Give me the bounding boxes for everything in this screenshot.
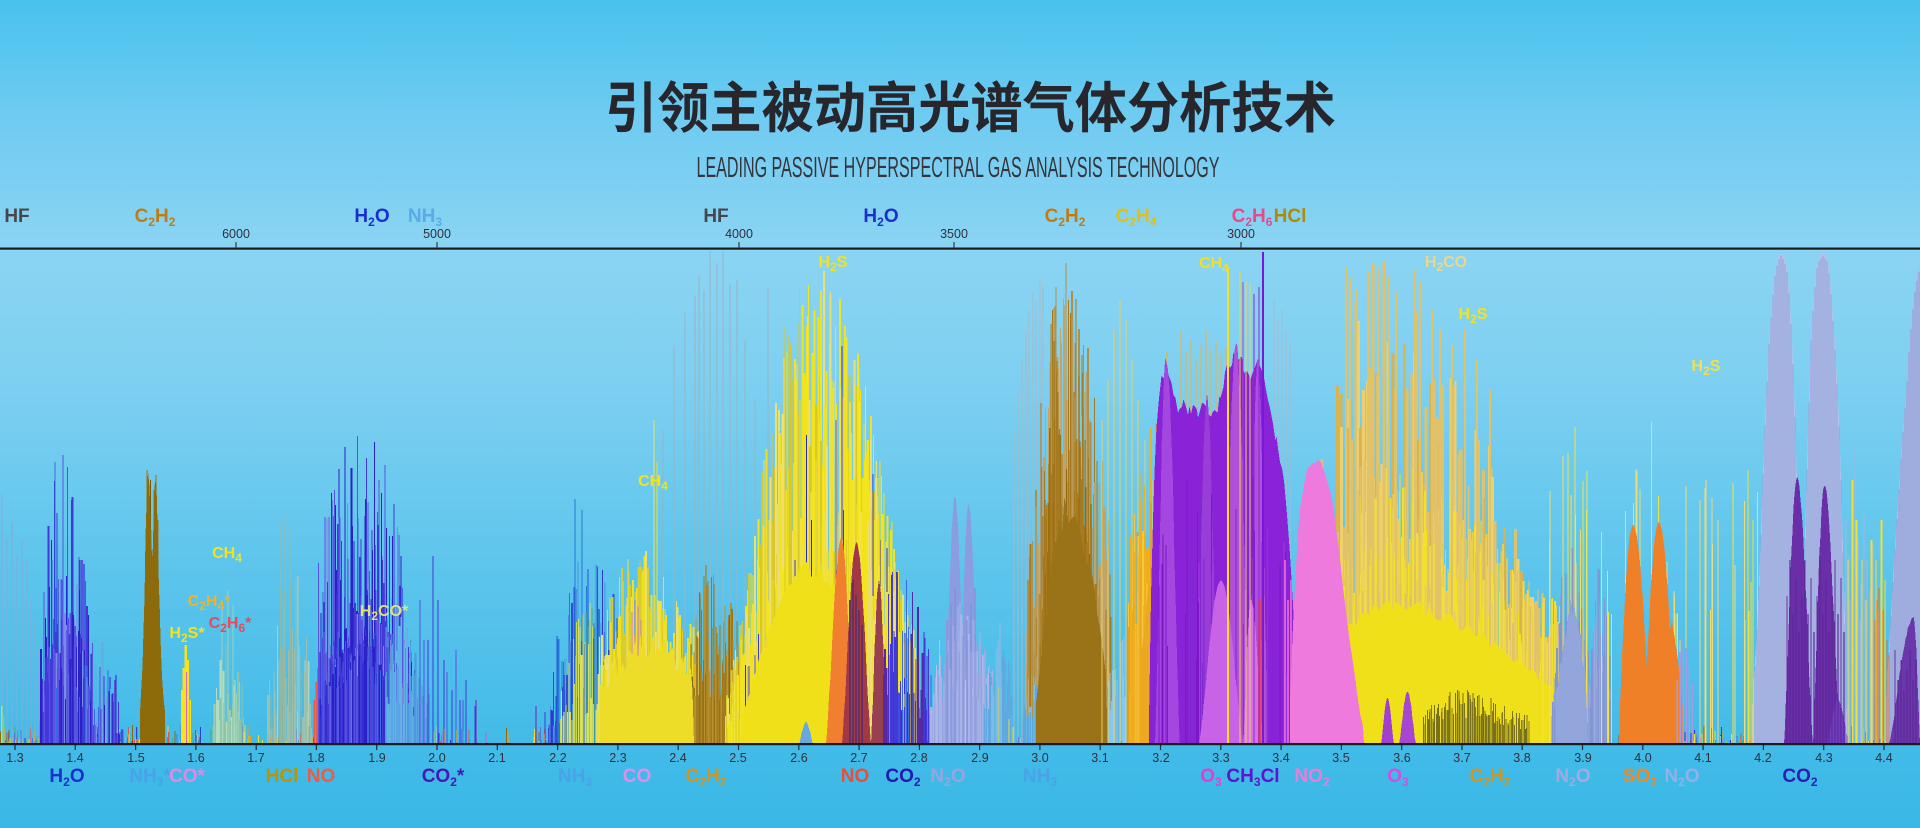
svg-text:LEADING PASSIVE HYPERSPECTRAL: LEADING PASSIVE HYPERSPECTRAL GAS ANALYS… bbox=[697, 152, 1220, 184]
